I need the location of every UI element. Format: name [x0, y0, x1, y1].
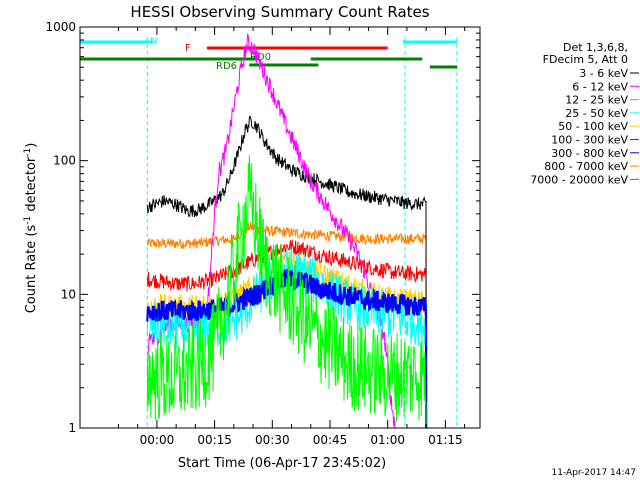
plot-frame	[79, 26, 481, 429]
axis-layer: 1 10 100 1000 00:00 00:15 00:30 00:45 01:00 01:15	[45, 20, 481, 447]
flag-label-rd0: RD0	[250, 52, 271, 63]
legend-header-1: FDecim 5, Att 0	[543, 53, 628, 66]
x-tick-label-4: 01:00	[370, 433, 405, 447]
legend-label-8: 7000 - 20000 keV	[530, 173, 628, 186]
flag-label-rd6: RD6	[216, 61, 237, 72]
generated-timestamp: 11-Apr-2017 14:47	[552, 468, 636, 478]
y-tick-label-3: 1000	[45, 20, 76, 34]
flag-label-f: F	[185, 43, 191, 54]
series-300-800kev	[146, 268, 428, 429]
legend-label-0: 3 - 6 keV	[579, 67, 628, 80]
x-tick-label-2: 00:30	[255, 433, 290, 447]
chart-title: HESSI Observing Summary Count Rates	[130, 3, 429, 21]
series-800-7000kev	[146, 222, 427, 429]
y-tick-label-0: 1	[68, 421, 76, 435]
y-tick-label-1: 10	[61, 287, 76, 301]
series-3-6kev	[146, 115, 427, 429]
legend-header-0: Det 1,3,6,8,	[563, 41, 628, 54]
x-tick-label-0: 00:00	[140, 433, 175, 447]
y-axis-label: Count Rate (s-1 detector-1)	[23, 143, 39, 314]
x-tick-label-1: 00:15	[197, 433, 232, 447]
legend-label-5: 100 - 300 keV	[551, 134, 628, 147]
legend-label-4: 50 - 100 keV	[558, 120, 628, 133]
legend-label-3: 25 - 50 keV	[565, 107, 628, 120]
legend-label-6: 300 - 800 keV	[551, 147, 628, 160]
series-25-50kev	[146, 248, 427, 429]
x-tick-label-3: 00:45	[313, 433, 348, 447]
legend-label-2: 12 - 25 keV	[565, 94, 628, 107]
series-layer	[146, 32, 428, 429]
series-100-300kev	[146, 239, 427, 429]
x-axis-label: Start Time (06-Apr-17 23:45:02)	[178, 456, 386, 471]
legend-label-7: 800 - 7000 keV	[544, 160, 628, 173]
series-12-25kev	[146, 155, 427, 429]
y-tick-label-2: 100	[53, 154, 76, 168]
x-tick-label-5: 01:15	[428, 433, 463, 447]
flag-label-n: N	[150, 36, 157, 47]
legend-label-1: 6 - 12 keV	[572, 80, 628, 93]
